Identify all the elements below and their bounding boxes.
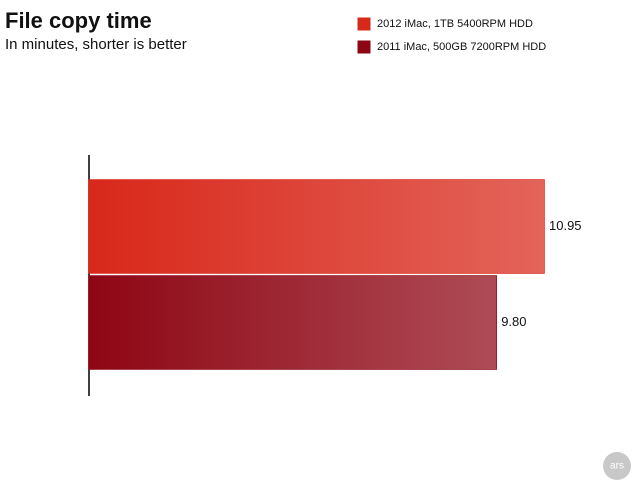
value-label: 10.95: [549, 218, 582, 233]
legend-label: 2012 iMac, 1TB 5400RPM HDD: [377, 18, 533, 30]
bar-sheen: [89, 276, 497, 369]
bar-sheen: [89, 180, 544, 273]
legend-label: 2011 iMac, 500GB 7200RPM HDD: [377, 41, 546, 53]
logo-badge: [603, 452, 631, 480]
logo: ars: [610, 461, 624, 472]
chart-title: File copy time: [5, 8, 152, 33]
value-label: 9.80: [501, 314, 526, 329]
legend-swatch: [356, 16, 372, 32]
chart-subtitle: In minutes, shorter is better: [5, 36, 187, 53]
legend-swatch: [356, 39, 372, 55]
